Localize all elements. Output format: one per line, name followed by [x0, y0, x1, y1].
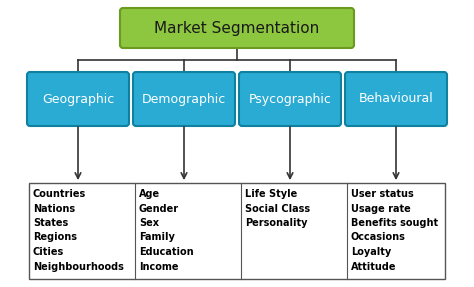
FancyBboxPatch shape: [27, 72, 129, 126]
Text: Life Style: Life Style: [245, 189, 297, 199]
Text: Psycographic: Psycographic: [248, 92, 331, 106]
Text: Loyalty: Loyalty: [351, 247, 391, 257]
Text: Personality: Personality: [245, 218, 308, 228]
Text: Education: Education: [139, 247, 193, 257]
Text: Family: Family: [139, 232, 175, 243]
Text: Gender: Gender: [139, 203, 179, 214]
Text: Cities: Cities: [33, 247, 64, 257]
Text: Attitude: Attitude: [351, 261, 396, 272]
FancyBboxPatch shape: [133, 72, 235, 126]
Text: Behavioural: Behavioural: [359, 92, 433, 106]
Text: Demographic: Demographic: [142, 92, 226, 106]
Text: Income: Income: [139, 261, 179, 272]
Text: Countries: Countries: [33, 189, 86, 199]
Text: Regions: Regions: [33, 232, 77, 243]
Bar: [29, 183, 445, 279]
Text: Neighbourhoods: Neighbourhoods: [33, 261, 124, 272]
Text: User status: User status: [351, 189, 414, 199]
Text: Geographic: Geographic: [42, 92, 114, 106]
Text: Sex: Sex: [139, 218, 159, 228]
FancyBboxPatch shape: [345, 72, 447, 126]
Text: Social Class: Social Class: [245, 203, 310, 214]
FancyBboxPatch shape: [239, 72, 341, 126]
FancyBboxPatch shape: [120, 8, 354, 48]
Text: Usage rate: Usage rate: [351, 203, 411, 214]
Text: States: States: [33, 218, 68, 228]
Text: Nations: Nations: [33, 203, 75, 214]
Text: Benefits sought: Benefits sought: [351, 218, 438, 228]
Text: Age: Age: [139, 189, 160, 199]
Text: Market Segmentation: Market Segmentation: [155, 20, 319, 36]
Text: Occasions: Occasions: [351, 232, 406, 243]
